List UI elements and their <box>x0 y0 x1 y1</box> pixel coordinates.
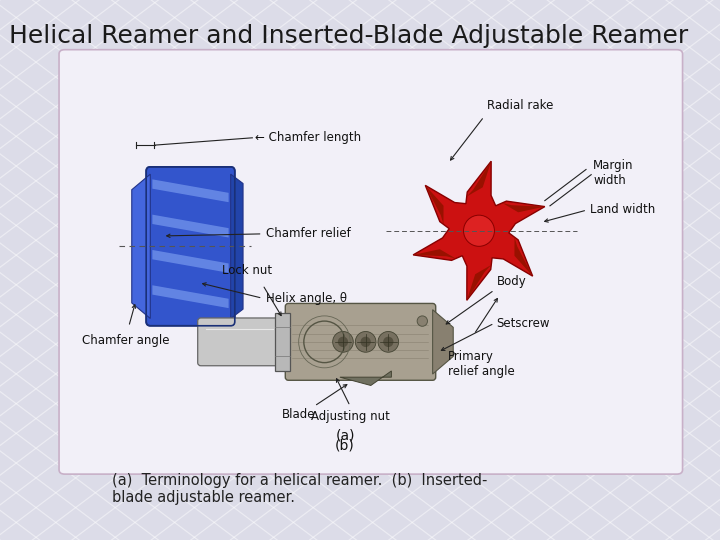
Text: Helix angle, θ: Helix angle, θ <box>266 292 347 305</box>
Polygon shape <box>132 174 150 319</box>
Polygon shape <box>514 237 533 276</box>
FancyBboxPatch shape <box>59 50 683 474</box>
Text: ← Chamfer length: ← Chamfer length <box>256 131 361 144</box>
Polygon shape <box>467 161 491 197</box>
Text: (b): (b) <box>336 438 355 453</box>
FancyBboxPatch shape <box>285 303 436 380</box>
Text: Adjusting nut: Adjusting nut <box>311 410 390 423</box>
Circle shape <box>417 316 428 326</box>
Text: Chamfer relief: Chamfer relief <box>266 227 351 240</box>
Polygon shape <box>153 214 229 238</box>
Text: Lock nut: Lock nut <box>222 265 272 278</box>
Polygon shape <box>467 265 491 300</box>
Circle shape <box>378 332 399 352</box>
Circle shape <box>338 336 348 347</box>
Polygon shape <box>413 249 456 259</box>
Polygon shape <box>426 185 444 225</box>
Circle shape <box>333 332 354 352</box>
Polygon shape <box>153 285 229 308</box>
FancyBboxPatch shape <box>198 318 281 366</box>
Polygon shape <box>230 174 243 319</box>
Text: (a)  Terminology for a helical reamer.  (b)  Inserted-
blade adjustable reamer.: (a) Terminology for a helical reamer. (b… <box>112 472 487 505</box>
Text: (a): (a) <box>336 428 355 442</box>
Text: Land width: Land width <box>590 204 655 217</box>
Text: Radial rake: Radial rake <box>487 99 554 112</box>
Polygon shape <box>413 161 545 300</box>
Polygon shape <box>340 371 392 386</box>
Polygon shape <box>433 309 453 374</box>
Text: Blade: Blade <box>282 408 315 421</box>
Text: Margin
width: Margin width <box>593 159 634 187</box>
Circle shape <box>356 332 376 352</box>
Polygon shape <box>153 250 229 273</box>
Circle shape <box>464 215 495 246</box>
Text: Helical Reamer and Inserted-Blade Adjustable Reamer: Helical Reamer and Inserted-Blade Adjust… <box>9 24 688 48</box>
Circle shape <box>383 336 393 347</box>
Polygon shape <box>153 179 229 202</box>
Text: Setscrew: Setscrew <box>497 316 550 329</box>
Circle shape <box>361 336 371 347</box>
Text: Chamfer angle: Chamfer angle <box>82 334 170 347</box>
Text: Body: Body <box>497 275 526 288</box>
FancyBboxPatch shape <box>146 167 235 326</box>
Polygon shape <box>275 313 290 371</box>
Text: Primary
relief angle: Primary relief angle <box>448 350 515 378</box>
Polygon shape <box>502 203 545 212</box>
